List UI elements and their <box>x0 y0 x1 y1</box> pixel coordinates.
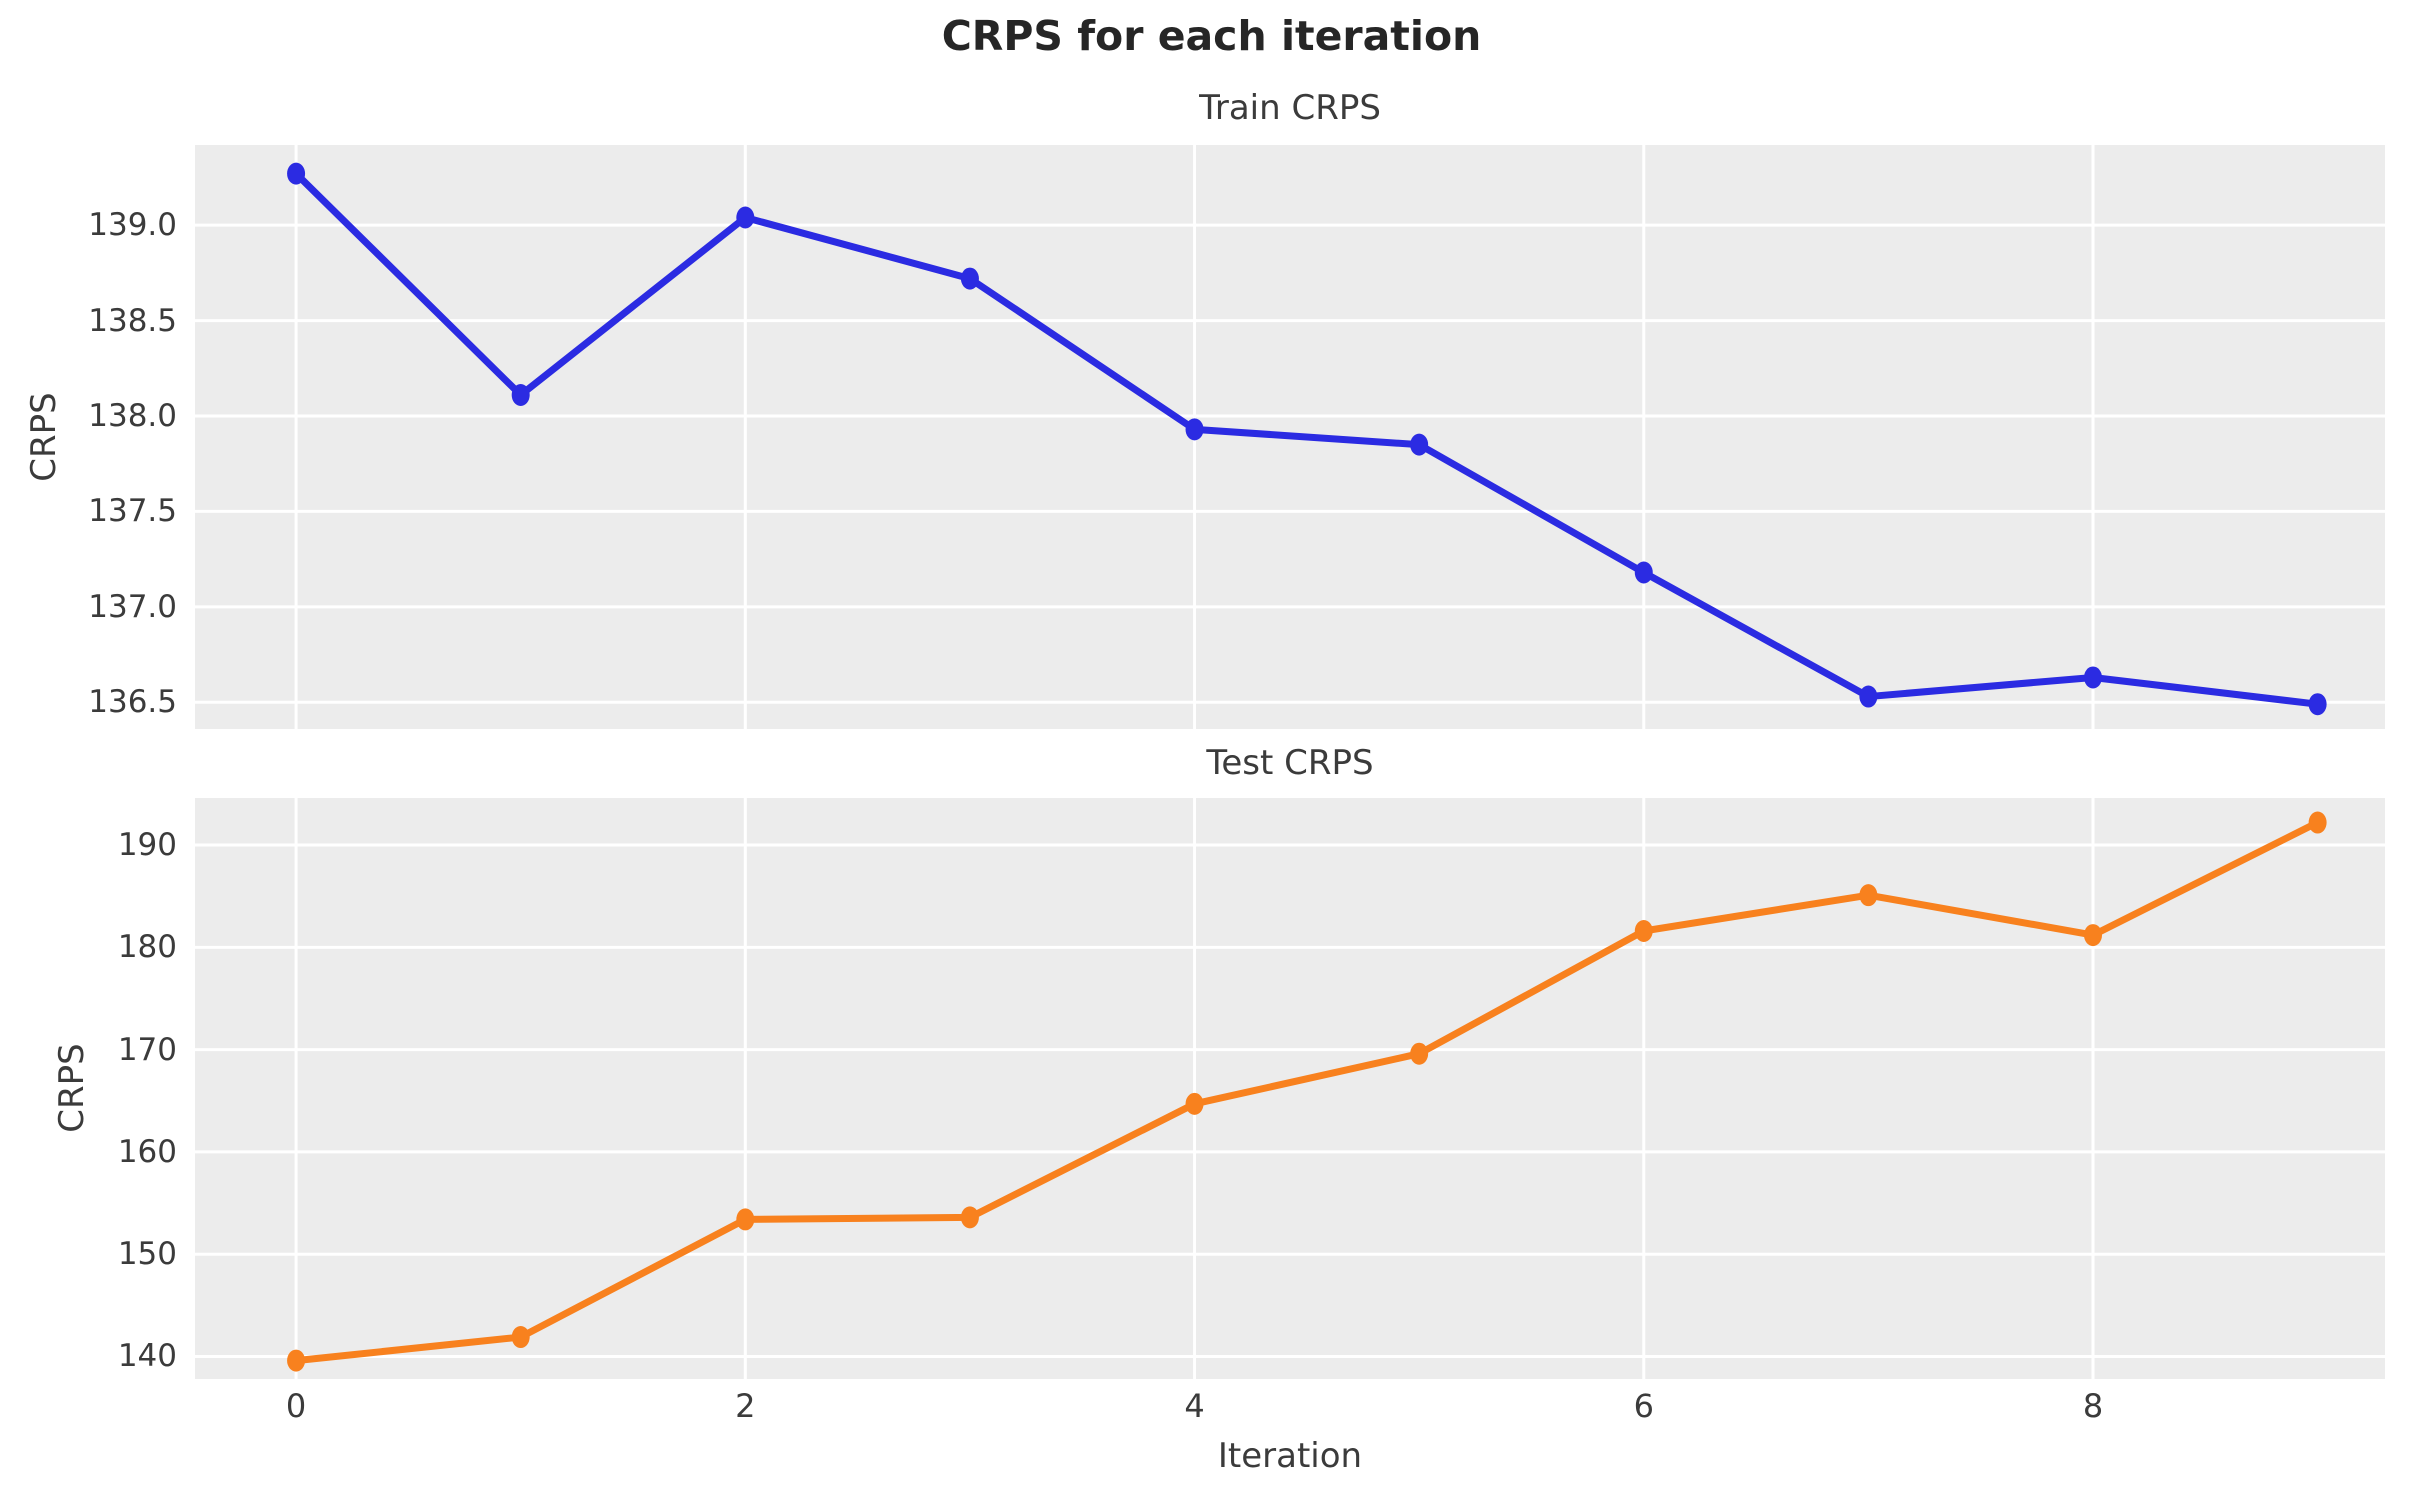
test-data-point-marker <box>1185 1092 1204 1115</box>
x-tick-label: 4 <box>1184 1387 1205 1425</box>
train-y-tick-labels: 136.5 137.0 137.5 138.0 138.5 139.0 <box>0 145 181 729</box>
gridlines <box>195 798 2385 1379</box>
test-data-point-marker <box>287 1349 306 1372</box>
test-y-tick-labels: 140 150 160 170 180 190 <box>0 798 181 1379</box>
train-data-point-marker <box>1185 418 1204 441</box>
train-series-line <box>292 170 2322 708</box>
y-tick-label: 140 <box>117 1338 177 1375</box>
test-data-point-marker <box>2084 924 2102 947</box>
test-plot-area <box>195 798 2385 1379</box>
y-tick-label: 137.5 <box>88 493 177 530</box>
gridlines <box>195 145 2385 729</box>
test-data-point-marker <box>960 1206 979 1229</box>
y-tick-label: 139.0 <box>88 207 177 244</box>
x-axis-label: Iteration <box>1217 1436 1363 1476</box>
test-data-point-marker <box>1634 919 1653 942</box>
test-data-point-marker <box>1410 1042 1429 1065</box>
y-tick-label: 180 <box>117 929 177 966</box>
train-data-point-marker <box>1859 685 1878 708</box>
train-data-point-marker <box>736 206 755 229</box>
y-tick-label: 160 <box>117 1133 177 1170</box>
figure-title: CRPS for each iteration <box>941 12 1482 60</box>
train-data-point-marker <box>2084 666 2102 689</box>
plot-background <box>195 798 2385 1379</box>
x-tick-label: 8 <box>2082 1387 2104 1425</box>
train-data-point-marker <box>287 162 306 185</box>
y-tick-label: 190 <box>117 827 177 864</box>
train-chart-title: Train CRPS <box>1199 88 1381 128</box>
test-chart-title: Test CRPS <box>1206 743 1374 783</box>
y-tick-label: 150 <box>117 1236 177 1273</box>
test-data-point-marker <box>2308 811 2327 834</box>
train-data-point-marker <box>1410 433 1429 456</box>
y-tick-label: 136.5 <box>88 684 177 721</box>
x-tick-labels: 0 2 4 6 8 <box>195 1384 2385 1428</box>
test-series-line <box>292 819 2322 1365</box>
y-tick-label: 138.0 <box>88 398 177 434</box>
y-tick-label: 137.0 <box>88 588 177 625</box>
y-tick-label: 138.5 <box>88 302 177 339</box>
train-plot-area <box>195 145 2385 729</box>
x-tick-label: 2 <box>735 1387 756 1425</box>
x-tick-label: 6 <box>1633 1387 1654 1425</box>
test-data-point-marker <box>511 1326 530 1349</box>
train-data-point-marker <box>960 267 979 290</box>
train-data-point-marker <box>2308 693 2327 716</box>
y-tick-label: 170 <box>117 1031 177 1068</box>
test-data-point-marker <box>736 1208 755 1231</box>
x-tick-label: 0 <box>285 1387 307 1425</box>
train-data-point-marker <box>1634 561 1653 584</box>
test-data-point-marker <box>1859 884 1878 907</box>
train-data-point-marker <box>511 384 530 407</box>
